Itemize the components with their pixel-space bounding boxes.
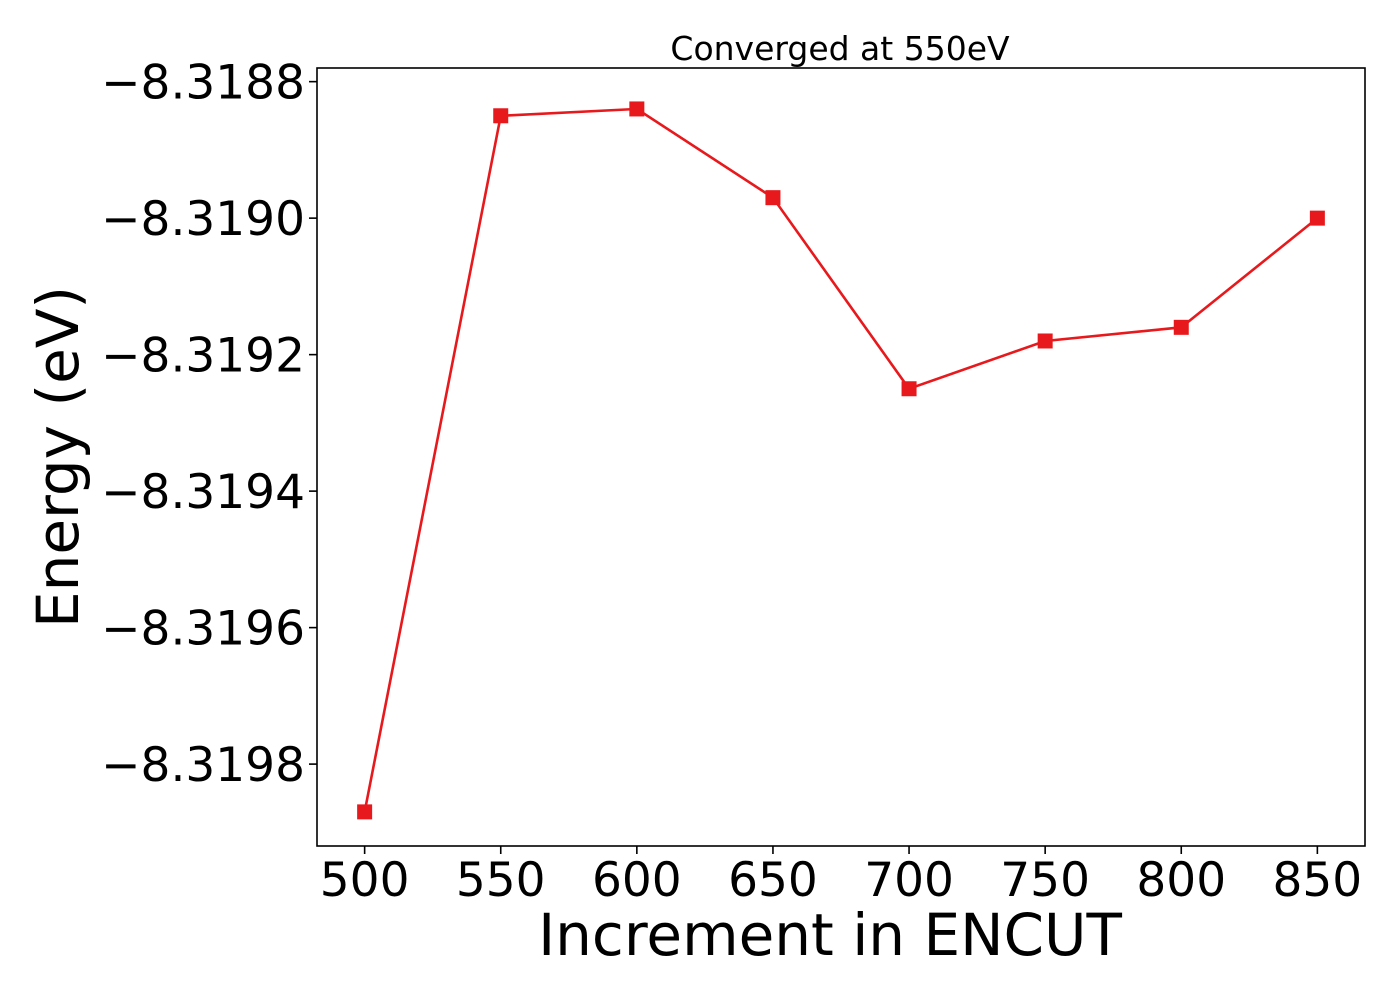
data-point-marker — [765, 190, 781, 206]
y-axis-ticks: −8.3188 −8.3190 −8.3192 −8.3194 −8.3196 −8.31… — [101, 56, 317, 793]
data-point-marker — [493, 108, 509, 124]
y-axis-label: Energy (eV) — [24, 286, 92, 628]
data-point-marker — [1173, 319, 1189, 335]
data-point-marker — [901, 381, 917, 397]
plot-area-frame — [316, 67, 1366, 847]
data-point-marker — [1037, 333, 1053, 349]
y-tick-label: −8.3198 — [101, 738, 305, 793]
series-line — [363, 107, 1319, 813]
x-axis-ticks: 500 550 600 650 700 750 800 850 — [320, 846, 1362, 908]
data-point-marker — [357, 804, 373, 820]
x-tick-label: 650 — [728, 853, 818, 908]
x-tick-label: 500 — [320, 853, 410, 908]
y-tick-label: −8.3192 — [101, 329, 305, 384]
y-tick-label: −8.3194 — [101, 465, 305, 520]
series-markers — [357, 101, 1325, 820]
x-tick-label: 600 — [592, 853, 682, 908]
chart-title: Converged at 550eV — [670, 29, 1010, 68]
data-point-marker — [629, 101, 645, 117]
x-tick-label: 550 — [456, 853, 546, 908]
x-tick-label: 750 — [1000, 853, 1090, 908]
y-tick-label: −8.3188 — [101, 56, 305, 111]
y-tick-label: −8.3196 — [101, 602, 305, 657]
y-tick-label: −8.3190 — [101, 192, 305, 247]
x-tick-label: 800 — [1136, 853, 1226, 908]
x-tick-label: 850 — [1273, 853, 1363, 908]
x-axis-label: Increment in ENCUT — [538, 901, 1122, 969]
x-tick-label: 700 — [864, 853, 954, 908]
data-point-marker — [1309, 210, 1325, 226]
